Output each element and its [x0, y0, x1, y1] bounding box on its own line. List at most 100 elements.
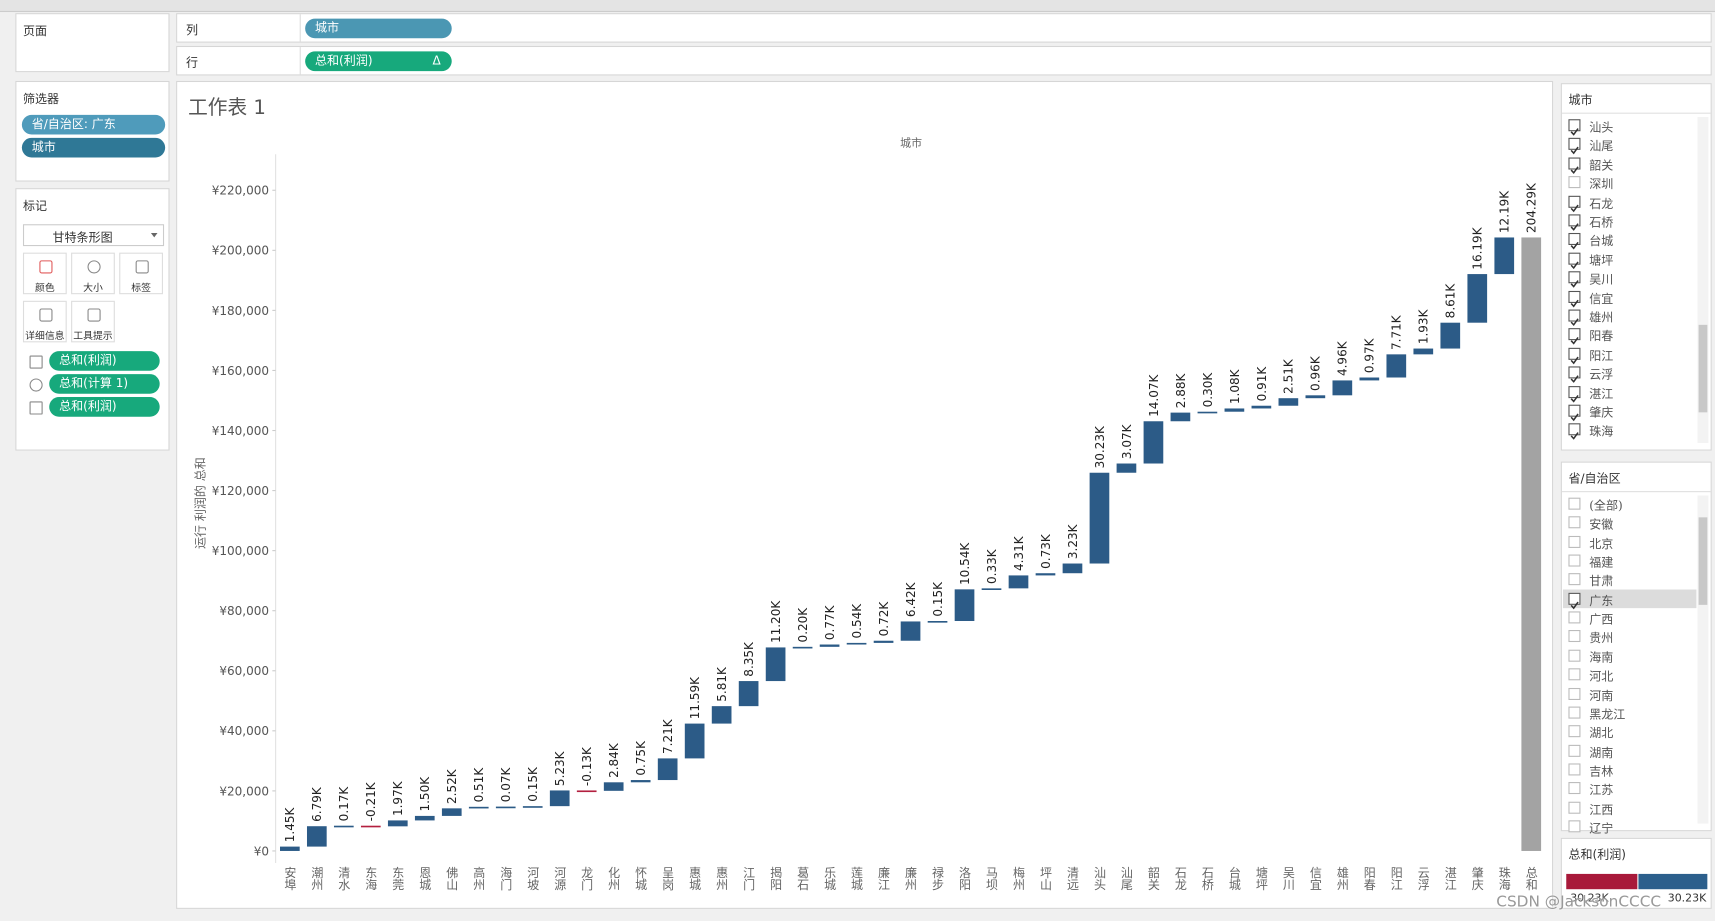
filter-item[interactable]: 黑龙江	[1563, 703, 1696, 722]
filter-item[interactable]: 河南	[1563, 684, 1696, 703]
filter-item[interactable]: 湖南	[1563, 741, 1696, 760]
checkbox[interactable]	[1568, 535, 1581, 548]
filter-item[interactable]: 珠海	[1563, 420, 1696, 441]
filter-item[interactable]: 信宜	[1563, 287, 1696, 308]
filter-item[interactable]: 贵州	[1563, 627, 1696, 646]
filter-item[interactable]: 北京	[1563, 532, 1696, 551]
x-tick-label: 信宜	[1308, 866, 1322, 890]
checkbox[interactable]	[1568, 423, 1581, 441]
filter-pill[interactable]: 省/自治区: 广东	[21, 114, 166, 135]
check-mark	[1570, 147, 1579, 155]
filter-item[interactable]: 深圳	[1563, 173, 1696, 192]
checkbox[interactable]	[1568, 366, 1581, 384]
mark-button[interactable]: 大小	[71, 252, 115, 295]
checkbox[interactable]	[1568, 328, 1581, 346]
bar	[333, 825, 354, 828]
mark-pill[interactable]: 总和(计算 1)	[49, 374, 160, 394]
mark-button[interactable]: 标签	[119, 252, 163, 295]
checkbox[interactable]	[1568, 214, 1581, 231]
filter-item[interactable]: 湖北	[1563, 722, 1696, 741]
x-tick-label: 乐城	[823, 866, 837, 891]
mark-button[interactable]: 详细信息	[22, 300, 67, 343]
x-tick-label: 洛阳	[958, 865, 972, 890]
checkbox[interactable]	[1568, 119, 1581, 136]
filter-item[interactable]: 湛江	[1563, 382, 1696, 403]
filter-item[interactable]: 安徽	[1563, 513, 1696, 532]
filter-item[interactable]: 海南	[1563, 646, 1696, 665]
checkbox[interactable]	[1568, 725, 1581, 738]
filter-item[interactable]: 石龙	[1563, 192, 1696, 212]
filter-item[interactable]: 福建	[1563, 551, 1696, 570]
checkbox[interactable]	[1568, 744, 1581, 757]
checkbox[interactable]	[1568, 404, 1581, 422]
bar	[603, 782, 624, 791]
checkbox[interactable]	[1568, 573, 1581, 586]
filter-item[interactable]: 阳江	[1563, 344, 1696, 365]
checkbox[interactable]	[1568, 309, 1581, 327]
x-tick-label: 肇庆	[1470, 865, 1484, 890]
filter-item[interactable]: 石桥	[1563, 211, 1696, 231]
mark-button[interactable]: 工具提示	[71, 300, 115, 343]
checkbox[interactable]	[1568, 385, 1581, 403]
checkbox[interactable]	[1568, 820, 1581, 833]
mark-button[interactable]: 颜色	[22, 252, 67, 295]
value-label: 0.96K	[1309, 355, 1323, 391]
filter-item[interactable]: 吴川	[1563, 268, 1696, 288]
filter-item[interactable]: 韶关	[1563, 154, 1696, 174]
filter-item[interactable]: 河北	[1563, 665, 1696, 684]
bar	[1386, 354, 1407, 378]
value-label: 11.20K	[769, 600, 783, 643]
bar	[1305, 395, 1326, 399]
filter-item[interactable]: 吉林	[1563, 760, 1696, 779]
checkbox[interactable]	[1568, 347, 1581, 365]
checkbox[interactable]	[1568, 782, 1581, 795]
mark-button-label: 颜色	[34, 283, 55, 295]
filter-item[interactable]: 塘坪	[1563, 249, 1696, 269]
checkbox[interactable]	[1568, 271, 1581, 288]
checkbox[interactable]	[1568, 763, 1581, 776]
checkbox[interactable]	[1568, 195, 1581, 212]
filter-pill[interactable]: 城市	[21, 137, 166, 158]
filter-item[interactable]: 汕头	[1563, 116, 1696, 136]
value-label: 0.15K	[931, 581, 945, 617]
checkbox[interactable]	[1568, 668, 1581, 681]
filter-item[interactable]: 甘肃	[1563, 570, 1696, 589]
checkbox[interactable]	[1568, 497, 1581, 510]
filter-item[interactable]: 江苏	[1563, 779, 1696, 798]
checkbox[interactable]	[1568, 630, 1581, 643]
x-tick-label: 河源	[553, 866, 567, 891]
checkbox[interactable]	[1568, 176, 1581, 189]
checkbox[interactable]	[1568, 157, 1581, 174]
filter-item-label: 黑龙江	[1589, 707, 1626, 722]
filter-item[interactable]: 台城	[1563, 230, 1696, 250]
check-mark	[1570, 356, 1579, 365]
checkbox[interactable]	[1568, 252, 1581, 269]
filter-item[interactable]: 广西	[1563, 608, 1696, 627]
checkbox[interactable]	[1568, 687, 1581, 700]
checkbox[interactable]	[1568, 592, 1581, 610]
filter-item[interactable]: 阳春	[1563, 325, 1696, 346]
filter-item[interactable]: 汕尾	[1563, 135, 1696, 155]
filter-item[interactable]: 肇庆	[1563, 401, 1696, 422]
checkbox[interactable]	[1568, 706, 1581, 719]
filter-item[interactable]: 雄州	[1563, 306, 1696, 327]
checkbox[interactable]	[1568, 649, 1581, 662]
checkbox[interactable]	[1568, 290, 1581, 308]
mark-pill[interactable]: 总和(利润)	[49, 397, 160, 417]
filter-item[interactable]: 辽宁	[1563, 817, 1696, 836]
checkbox[interactable]	[1568, 233, 1581, 250]
checkbox[interactable]	[1568, 611, 1581, 624]
mark-pill[interactable]: 总和(利润)	[49, 351, 160, 371]
filter-item[interactable]: 广东	[1562, 589, 1697, 610]
filter-item[interactable]: (全部)	[1563, 494, 1696, 513]
mark-type-dropdown[interactable]: 甘特条形图	[22, 224, 165, 247]
shelf-pill[interactable]: 总和(利润) Δ	[305, 51, 452, 72]
checkbox[interactable]	[1568, 554, 1581, 567]
checkbox[interactable]	[1568, 516, 1581, 529]
filter-item[interactable]: 云浮	[1563, 363, 1696, 384]
filter-item[interactable]: 江西	[1563, 798, 1696, 817]
shelf-pill[interactable]: 城市	[305, 18, 452, 39]
checkbox[interactable]	[1568, 801, 1581, 814]
checkbox[interactable]	[1568, 138, 1581, 155]
